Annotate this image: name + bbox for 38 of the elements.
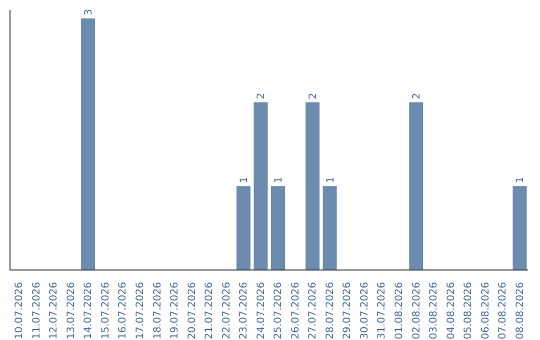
x-tick-label: 25.07.2026: [273, 282, 284, 340]
x-tick-label: 21.07.2026: [204, 282, 216, 340]
x-tick-label: 24.07.2026: [256, 282, 267, 340]
x-tick-label: 19.07.2026: [170, 282, 181, 340]
x-tick-label: 12.07.2026: [48, 282, 60, 340]
x-tick-label: 08.08.2026: [514, 282, 526, 340]
x-tick-label: 27.07.2026: [308, 282, 319, 340]
x-tick-label: 30.07.2026: [359, 282, 370, 340]
data-label: 1: [515, 176, 526, 184]
x-tick-label: 18.07.2026: [152, 282, 164, 340]
x-tick-label: 05.08.2026: [463, 282, 474, 340]
data-label: 1: [238, 176, 250, 184]
data-label: 1: [325, 176, 336, 184]
x-tick-label: 06.08.2026: [480, 282, 492, 340]
x-tick-label: 01.08.2026: [394, 282, 405, 340]
x-tick-label: 17.07.2026: [135, 282, 146, 340]
data-label: 3: [84, 9, 95, 16]
x-tick-label: 03.08.2026: [428, 282, 440, 340]
x-tick-label: 14.07.2026: [83, 282, 94, 340]
x-tick-label: 13.07.2026: [66, 282, 77, 340]
x-tick-label: 20.07.2026: [186, 282, 198, 340]
x-tick-label: 31.07.2026: [376, 282, 388, 340]
data-label: 2: [256, 92, 268, 100]
data-label: 2: [308, 92, 320, 100]
x-tick-label: 28.07.2026: [324, 282, 336, 340]
x-tick-label: 29.07.2026: [342, 282, 354, 340]
x-tick-label: 10.07.2026: [14, 282, 26, 340]
x-tick-label: 15.07.2026: [100, 282, 112, 340]
x-tick-label: 07.08.2026: [498, 282, 509, 340]
data-label: 1: [274, 176, 284, 184]
data-label: 2: [412, 92, 423, 100]
x-tick-label: 16.07.2026: [118, 282, 129, 340]
x-tick-label: 11.07.2026: [31, 282, 42, 340]
x-tick-label: 04.08.2026: [446, 282, 457, 340]
x-tick-label: 26.07.2026: [290, 282, 302, 340]
x-tick-label: 23.07.2026: [238, 282, 250, 340]
x-tick-label: 02.08.2026: [411, 282, 422, 340]
x-tick-label: 22.07.2026: [221, 282, 232, 340]
